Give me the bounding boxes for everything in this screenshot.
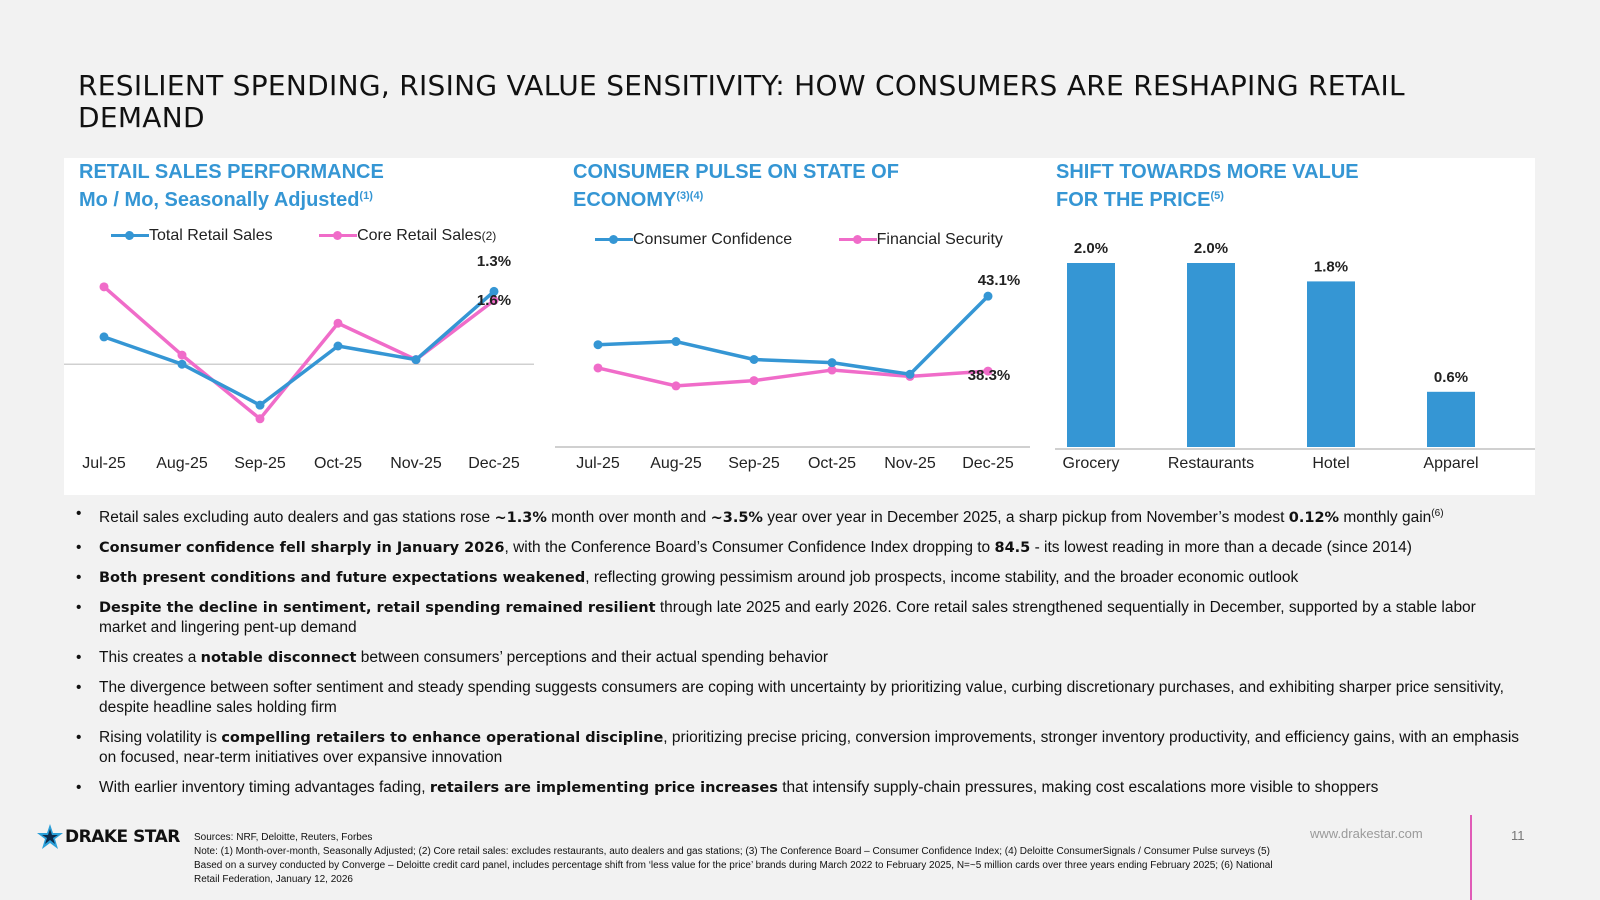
page-number: 11 <box>1511 828 1525 843</box>
data-point <box>905 369 915 379</box>
data-point <box>593 363 603 373</box>
x-tick-label: Oct-25 <box>314 455 362 472</box>
legend-label: Total Retail Sales <box>149 226 273 244</box>
logo-text: DRAKE STAR <box>65 827 180 847</box>
chart3-title-note: (5) <box>1210 190 1224 202</box>
x-tick-label: Apparel <box>1423 455 1478 472</box>
data-point <box>749 355 759 364</box>
bar <box>1427 391 1475 447</box>
chart1-title-block: RETAIL SALES PERFORMANCE Mo / Mo, Season… <box>79 160 384 212</box>
x-tick-label: Dec-25 <box>962 455 1014 472</box>
data-label: 1.3% <box>477 253 511 270</box>
footer-divider <box>1470 815 1472 900</box>
bar <box>1067 263 1115 447</box>
data-label: 38.3% <box>968 367 1011 384</box>
legend-item-financial-security: Financial Security <box>838 230 1003 249</box>
series-line-0 <box>103 290 496 407</box>
series-line-0 <box>597 294 990 377</box>
data-point <box>333 341 343 351</box>
data-point <box>983 366 993 376</box>
chart2-title-note: (3)(4) <box>676 190 704 202</box>
data-point <box>489 296 499 305</box>
bullet-item: The divergence between softer sentiment … <box>76 678 1526 718</box>
data-point <box>749 376 759 386</box>
drake-star-logo: DRAKE STAR <box>37 824 180 850</box>
x-tick-label: Aug-25 <box>156 455 208 472</box>
data-point <box>255 414 265 424</box>
bullet-item: Retail sales excluding auto dealers and … <box>76 504 1526 528</box>
x-tick-label: Oct-25 <box>808 455 856 472</box>
x-tick-label: Sep-25 <box>234 455 286 472</box>
data-point <box>827 358 837 368</box>
data-point <box>99 332 109 342</box>
legend-label: Financial Security <box>876 230 1003 248</box>
footer-notes: Sources: NRF, Deloitte, Reuters, Forbes … <box>194 831 1274 887</box>
chart2-title-block: CONSUMER PULSE ON STATE OF ECONOMY(3)(4) <box>573 160 933 212</box>
legend-note: (2) <box>481 228 497 243</box>
bullet-item: Rising volatility is compelling retailer… <box>76 728 1526 768</box>
chart1-title: RETAIL SALES PERFORMANCE <box>79 161 384 183</box>
data-point <box>99 282 109 292</box>
data-point <box>255 400 265 410</box>
data-point <box>983 291 993 301</box>
x-tick-label: Restaurants <box>1168 455 1254 472</box>
chart1-svg: Jul-25 Aug-25 Sep-25 Oct-25 Nov-25 Dec-25 1.3%… <box>64 253 534 472</box>
x-tick-label: Dec-25 <box>468 455 520 472</box>
chart2-title: CONSUMER PULSE ON STATE OF ECONOMY <box>573 161 899 211</box>
bullet-item: Both present conditions and future expec… <box>76 568 1526 588</box>
legend-item-consumer-confidence: Consumer Confidence <box>595 231 792 249</box>
x-tick-label: Nov-25 <box>884 455 936 472</box>
page-title: RESILIENT SPENDING, RISING VALUE SENSITI… <box>78 69 1405 134</box>
legend-item-total-retail: Total Retail Sales <box>111 227 273 245</box>
bar <box>1187 263 1235 447</box>
commentary-bullets: Retail sales excluding auto dealers and … <box>76 504 1526 808</box>
x-tick-label: Jul-25 <box>576 455 620 472</box>
data-point <box>177 350 187 360</box>
data-point <box>411 355 421 365</box>
star-icon <box>37 824 63 849</box>
charts-panel <box>64 158 1535 495</box>
series-line-1 <box>102 285 496 421</box>
data-label: 43.1% <box>978 272 1021 289</box>
bar-value-label: 0.6% <box>1434 369 1468 386</box>
x-tick-label: Jul-25 <box>82 455 126 472</box>
bullet-item: This creates a notable disconnect betwee… <box>76 648 1526 668</box>
legend-item-core-retail: Core Retail Sales (2) <box>319 227 496 245</box>
bar-value-label: 2.0% <box>1194 240 1228 257</box>
footer-note: Note: (1) Month-over-month, Seasonally A… <box>194 846 1273 885</box>
website-link[interactable]: www.drakestar.com <box>1310 826 1423 841</box>
chart3-svg: 2.0% Grocery 2.0% Restaurants 1.8% Hotel 0.6% A… <box>1055 240 1535 472</box>
bar-value-label: 2.0% <box>1074 240 1108 257</box>
data-point <box>489 286 499 296</box>
chart1-subtitle-note: (1) <box>359 190 373 202</box>
data-point <box>333 318 343 328</box>
bullet-item: With earlier inventory timing advantages… <box>76 778 1526 798</box>
bullet-item: Despite the decline in sentiment, retail… <box>76 598 1526 638</box>
data-point <box>593 340 603 350</box>
chart2-legend: Consumer Confidence Financial Security <box>595 228 1045 249</box>
chart1-subtitle: Mo / Mo, Seasonally Adjusted <box>79 189 360 211</box>
data-point <box>671 381 681 391</box>
legend-label: Core Retail Sales <box>357 226 482 244</box>
series-line-1 <box>597 366 989 388</box>
chart1-legend: Total Retail Sales Core Retail Sales (2) <box>111 224 538 245</box>
x-tick-label: Sep-25 <box>728 455 780 472</box>
data-point <box>827 365 837 375</box>
chart3-title: SHIFT TOWARDS MORE VALUE FOR THE PRICE <box>1056 161 1359 211</box>
bar <box>1307 281 1355 447</box>
data-point <box>671 337 681 347</box>
chart2-svg: Jul-25 Aug-25 Sep-25 Oct-25 Nov-25 Dec-25 43.1… <box>555 272 1030 472</box>
footer-sources: Sources: NRF, Deloitte, Reuters, Forbes <box>194 832 373 843</box>
bar-value-label: 1.8% <box>1314 258 1348 275</box>
x-tick-label: Hotel <box>1312 455 1349 472</box>
x-tick-label: Nov-25 <box>390 455 442 472</box>
data-label: 1.6% <box>477 292 511 309</box>
x-tick-label: Aug-25 <box>650 455 702 472</box>
x-tick-label: Grocery <box>1063 455 1120 472</box>
chart3-title-block: SHIFT TOWARDS MORE VALUE FOR THE PRICE(5… <box>1056 160 1396 212</box>
data-point <box>177 359 187 369</box>
legend-label: Consumer Confidence <box>633 230 793 248</box>
bullet-item: Consumer confidence fell sharply in Janu… <box>76 538 1526 558</box>
